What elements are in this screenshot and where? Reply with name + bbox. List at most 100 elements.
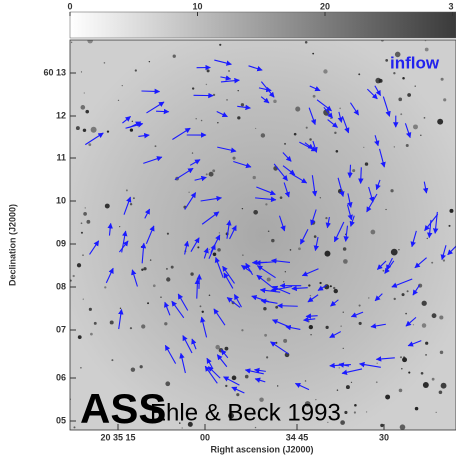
star (308, 325, 313, 330)
star (119, 226, 121, 228)
star (421, 300, 427, 306)
field-arrow (374, 135, 380, 147)
star (244, 374, 249, 379)
star (298, 247, 301, 251)
star (266, 356, 269, 359)
field-arrow (118, 240, 129, 253)
field-arrow (183, 240, 190, 255)
star (402, 77, 405, 80)
star (208, 248, 210, 250)
field-arrow (308, 107, 317, 126)
star (82, 128, 87, 133)
field-arrow (207, 366, 221, 379)
star (405, 312, 407, 315)
star (353, 411, 356, 414)
field-arrow (378, 148, 386, 168)
star (129, 128, 134, 132)
field-arrow (270, 258, 291, 264)
field-arrow (282, 152, 292, 162)
field-arrow (347, 164, 353, 179)
field-arrow (303, 316, 316, 323)
field-arrow (377, 260, 387, 270)
star (175, 302, 177, 305)
star (408, 371, 411, 374)
star (70, 279, 72, 282)
field-arrow (200, 316, 208, 338)
star (333, 286, 336, 290)
field-arrow (309, 85, 321, 92)
star (170, 265, 174, 269)
field-arrow (440, 245, 447, 261)
star (403, 356, 406, 359)
star (165, 381, 171, 387)
field-arrow (291, 173, 308, 184)
star (402, 357, 408, 363)
field-arrow (138, 132, 150, 139)
star (308, 284, 311, 287)
star (289, 249, 292, 251)
field-arrow (145, 225, 155, 244)
star (199, 305, 202, 308)
star (400, 113, 403, 116)
star (312, 52, 315, 55)
star (240, 103, 245, 107)
star (422, 382, 429, 388)
star (327, 421, 329, 424)
star (284, 271, 286, 273)
star (132, 197, 135, 200)
star (342, 311, 344, 313)
field-arrow (144, 208, 151, 219)
star (400, 367, 403, 370)
field-arrow (172, 127, 191, 140)
star (70, 41, 73, 44)
credit: Ehle & Beck 1993 (150, 399, 341, 426)
star (315, 398, 317, 401)
field-arrow (323, 106, 333, 119)
star (385, 59, 389, 62)
star (226, 99, 228, 101)
x-axis-label: Right ascension (J2000) (210, 444, 313, 454)
star (228, 412, 234, 419)
star (125, 189, 128, 192)
star (228, 70, 230, 72)
star (440, 77, 444, 81)
star (90, 126, 97, 133)
star (420, 371, 424, 375)
field-arrow (307, 294, 319, 303)
field-arrow (375, 356, 395, 362)
star (343, 259, 348, 264)
star (73, 426, 76, 429)
field-arrow (368, 186, 375, 203)
star (312, 94, 316, 98)
star (380, 423, 384, 428)
star (231, 375, 237, 381)
star (263, 306, 267, 311)
star (134, 69, 137, 72)
star (295, 106, 301, 112)
field-arrow (350, 311, 364, 318)
field-arrow (123, 196, 132, 215)
star (443, 98, 447, 102)
star (86, 219, 91, 224)
field-arrow (347, 193, 353, 208)
star (393, 297, 396, 301)
field-arrow (220, 349, 229, 359)
y-tick-label: 12 (56, 110, 66, 120)
field-arrow (391, 278, 413, 288)
star (329, 285, 332, 288)
star (390, 248, 398, 256)
star (129, 202, 133, 206)
star (82, 298, 84, 300)
field-arrow (143, 156, 163, 164)
field-arrow (260, 81, 275, 98)
star (111, 359, 114, 362)
field-arrow (107, 222, 113, 236)
y-tick-label: 09 (56, 238, 66, 248)
field-arrow (182, 335, 193, 354)
star (143, 267, 147, 271)
star (166, 277, 171, 282)
field-arrow (370, 323, 386, 329)
star (80, 231, 83, 234)
field-arrow (270, 341, 289, 355)
y-tick-label: 07 (56, 324, 66, 334)
